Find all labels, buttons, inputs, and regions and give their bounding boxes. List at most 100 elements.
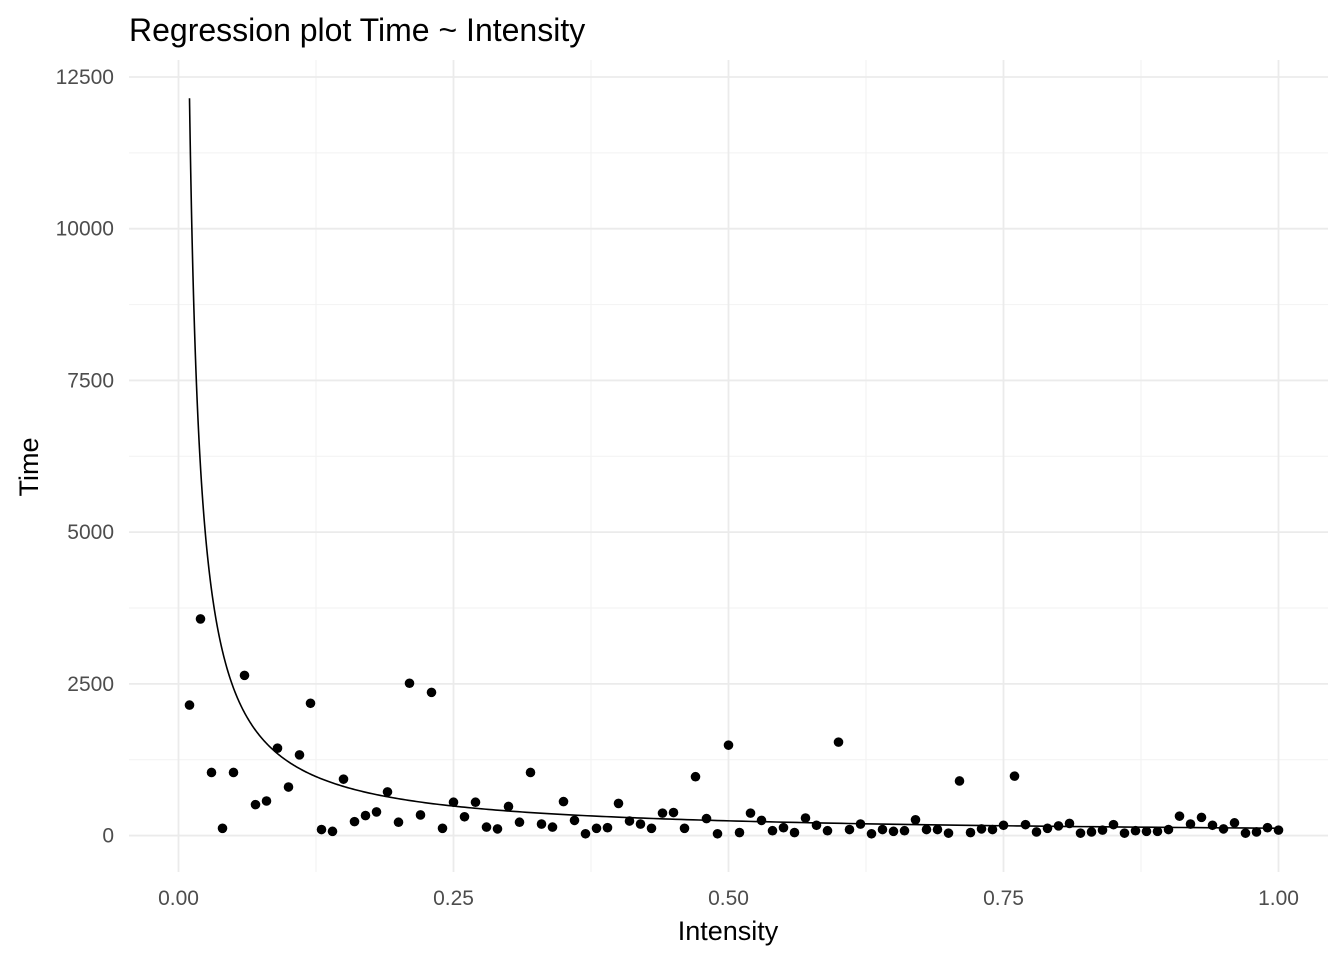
data-point [1042,823,1053,834]
data-point [305,698,316,709]
data-point [316,824,327,835]
data-point [888,826,899,837]
data-point [602,822,613,833]
data-point [371,807,382,817]
data-point [393,817,404,828]
data-point [448,797,459,808]
data-point [503,801,514,812]
chart-title: Regression plot Time ~ Intensity [129,12,585,48]
data-point [800,813,811,823]
data-point [1064,818,1075,829]
data-point [1273,825,1284,835]
data-point [976,824,987,834]
x-tick-label: 0.50 [708,887,749,910]
data-point [591,823,602,834]
data-point [1163,824,1174,835]
data-point [338,774,349,784]
data-point [525,767,536,778]
data-point [690,771,701,782]
data-point [1009,771,1020,781]
data-point [1086,827,1097,837]
data-point [349,816,360,827]
y-axis-title: Time [14,438,44,497]
data-point [1020,819,1031,830]
data-point [558,796,569,807]
data-point [404,678,415,689]
data-point [734,827,745,838]
data-point [382,787,393,797]
data-point [657,808,668,818]
data-point [239,670,250,681]
data-point [679,823,690,834]
data-point [899,825,910,836]
y-tick-label: 7500 [67,369,114,392]
data-point [943,828,954,838]
data-point [1218,824,1229,834]
data-point [767,825,778,836]
data-point [921,824,932,835]
data-point [1031,827,1042,837]
x-tick-label: 0.25 [433,887,474,910]
data-point [635,819,646,829]
data-point [998,820,1009,831]
data-point [1097,825,1108,835]
data-point [250,799,261,810]
data-point [723,740,734,750]
data-point [360,810,371,821]
data-point [932,824,943,835]
data-point [536,819,547,829]
y-tick-label: 12500 [56,66,114,89]
data-points [184,614,1284,839]
y-tick-label: 2500 [67,673,114,696]
major-gridlines [129,60,1328,872]
data-point [613,798,624,809]
data-point [1262,822,1273,833]
data-point [217,823,228,834]
data-point [668,807,679,818]
data-point [756,815,767,826]
data-point [855,819,866,829]
data-point [1229,818,1240,828]
x-axis-tick-labels: 0.00 0.25 0.50 0.75 1.00 [158,887,1299,910]
data-point [415,810,426,820]
data-point [844,824,855,835]
data-point [789,827,800,838]
data-point [624,816,635,826]
data-point [1119,828,1130,838]
data-point [822,825,833,836]
data-point [1108,819,1119,830]
data-point [261,796,272,806]
data-point [954,776,965,786]
data-point [778,822,789,833]
data-point [866,828,877,839]
data-point [327,826,338,837]
x-tick-label: 0.75 [983,887,1024,910]
data-point [459,811,470,822]
regression-fit-line [188,98,1279,830]
x-tick-label: 0.00 [158,887,199,910]
data-point [811,820,822,831]
data-point [910,815,921,825]
x-tick-label: 1.00 [1258,887,1299,910]
data-point [701,813,712,824]
y-tick-label: 5000 [67,521,114,544]
y-axis-tick-labels: 0 2500 5000 7500 10000 12500 [56,66,114,848]
data-point [184,700,195,710]
data-point [569,815,580,826]
data-point [1141,826,1152,837]
data-point [1053,821,1064,831]
data-point [206,767,217,778]
data-point [426,687,437,698]
data-point [987,824,998,835]
x-axis-title: Intensity [678,916,779,946]
data-point [1185,819,1196,829]
data-point [1075,828,1086,838]
data-point [712,828,723,839]
y-tick-label: 10000 [56,218,114,241]
data-point [195,614,206,624]
data-point [514,817,525,828]
data-point [1130,825,1141,836]
data-point [228,767,239,778]
data-point [272,743,283,753]
